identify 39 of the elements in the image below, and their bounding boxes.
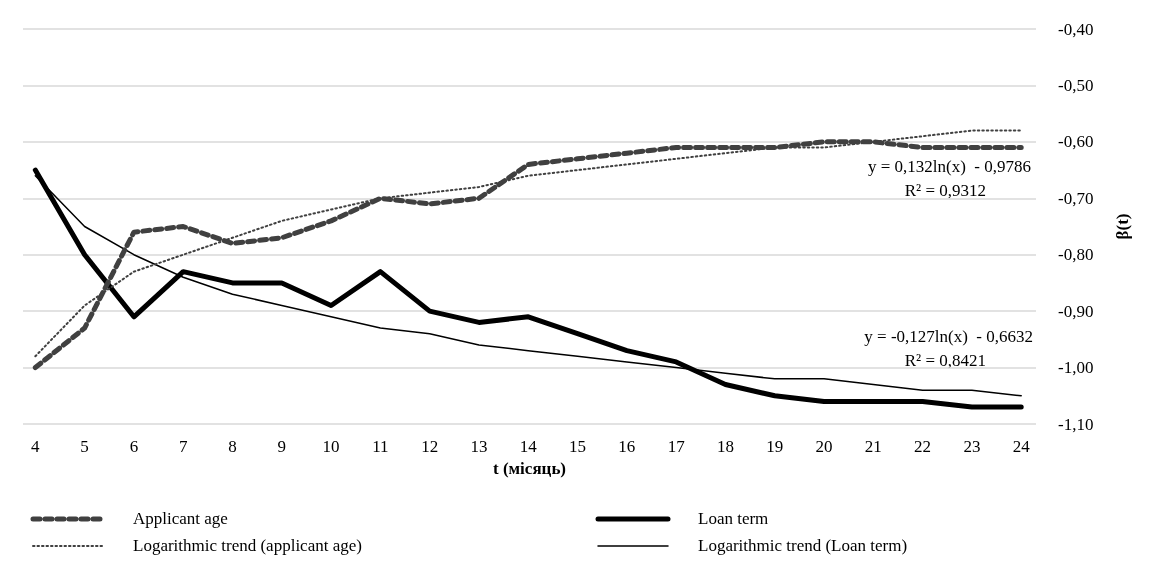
x-tick-label: 10 (322, 437, 340, 456)
annotation: R² = 0,8421 (904, 351, 987, 370)
x-tick-label: 12 (421, 437, 439, 456)
x-tick-label: 14 (519, 437, 538, 456)
y-tick-label: -0,60 (1058, 132, 1094, 152)
legend-label: Loan term (698, 509, 769, 528)
y-tick-label: -1,10 (1058, 414, 1094, 434)
y-tick-label: -0,50 (1058, 75, 1094, 95)
x-tick-label: 22 (914, 437, 932, 456)
x-tick-label: 8 (228, 437, 237, 456)
x-tick-label: 16 (618, 437, 636, 456)
y-tick-label: -0,70 (1058, 188, 1094, 208)
x-tick-label: 11 (372, 437, 389, 456)
x-tick-label: 21 (864, 437, 882, 456)
x-tick-label: 20 (815, 437, 833, 456)
x-tick-label: 6 (129, 437, 139, 456)
legend-label: Logarithmic trend (applicant age) (133, 536, 362, 555)
x-tick-label: 7 (178, 437, 188, 456)
annotation: y = -0,127ln(x) - 0,6632 (864, 327, 1034, 346)
x-tick-label: 23 (963, 437, 981, 456)
annotation: R² = 0,9312 (904, 181, 987, 200)
x-tick-label: 5 (80, 437, 89, 456)
x-tick-label: 4 (31, 437, 41, 456)
x-tick-label: 13 (470, 437, 488, 456)
x-tick-label: 9 (277, 437, 287, 456)
x-tick-label: 24 (1012, 437, 1031, 456)
x-tick-label: 18 (716, 437, 734, 456)
x-tick-label: 17 (667, 437, 686, 456)
y-axis-title: β(t) (1113, 213, 1132, 240)
y-tick-label: -0,90 (1058, 301, 1094, 321)
x-tick-label: 15 (569, 437, 587, 456)
x-axis-title: t (місяць) (492, 459, 567, 478)
y-tick-label: -0,40 (1058, 19, 1094, 39)
y-tick-label: -0,80 (1058, 245, 1094, 265)
y-tick-label: -1,00 (1058, 358, 1094, 378)
annotation: y = 0,132ln(x) - 0,9786 (867, 157, 1031, 176)
legend-label: Logarithmic trend (Loan term) (698, 536, 908, 555)
x-tick-label: 19 (766, 437, 784, 456)
legend-label: Applicant age (133, 509, 228, 528)
